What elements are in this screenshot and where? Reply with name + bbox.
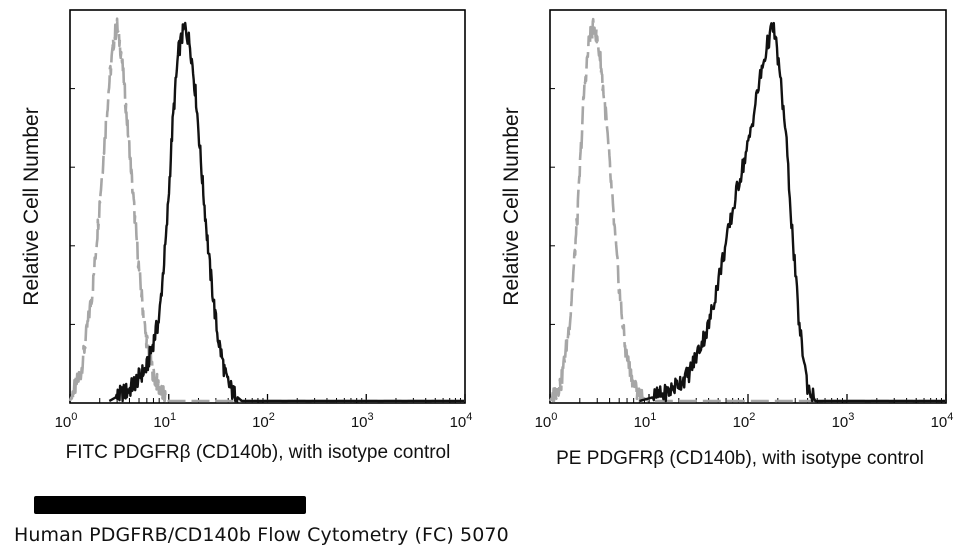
x-tick-label: 103	[351, 411, 374, 431]
x-axis-label: FITC PDGFRβ (CD140b), with isotype contr…	[66, 442, 451, 463]
isotype-control-series	[548, 17, 945, 403]
x-axis-label: PE PDGFRβ (CD140b), with isotype control	[556, 448, 924, 469]
x-tick-label: 100	[55, 411, 78, 431]
sample-series	[639, 21, 945, 403]
x-tick-label: 101	[634, 411, 657, 431]
sample-series	[108, 21, 464, 403]
x-tick-label: 102	[252, 411, 275, 431]
figure-caption: Human PDGFRB/CD140b Flow Cytometry (FC) …	[14, 524, 509, 546]
pe-histogram-panel: 100 101 102 103 104 PE PDGFRβ (CD140b), with …	[500, 9, 954, 469]
isotype-control-series	[68, 17, 464, 403]
x-tick-label: 102	[733, 411, 756, 431]
y-axis-label: Relative Cell Number	[20, 107, 43, 305]
x-tick-label: 104	[450, 411, 473, 431]
x-tick-label: 104	[931, 411, 954, 431]
plot-frame	[69, 9, 466, 404]
x-tick-label: 100	[535, 411, 558, 431]
plot-frame	[549, 9, 947, 404]
x-tick-label: 103	[832, 411, 855, 431]
x-tick-label: 101	[153, 411, 176, 431]
redaction-bar	[34, 496, 306, 514]
y-axis-label: Relative Cell Number	[500, 107, 523, 305]
fitc-histogram-panel: 100 101 102 103 104 FITC PDGFRβ (CD140b), wit…	[20, 9, 473, 463]
